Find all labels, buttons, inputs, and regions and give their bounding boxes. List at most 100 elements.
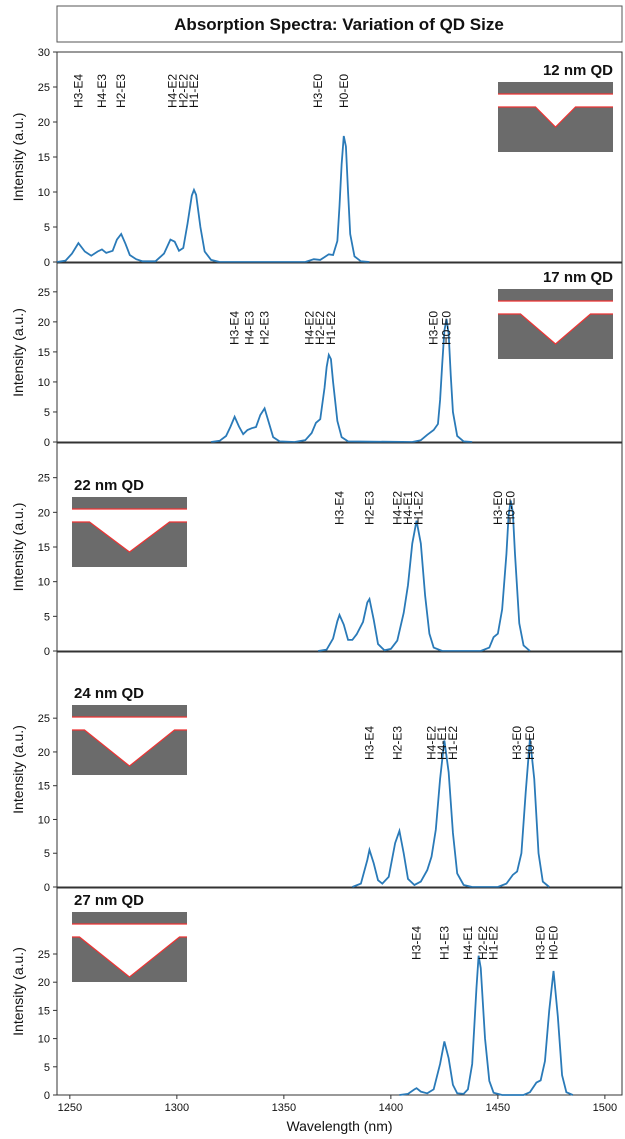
qd-size-label: 27 nm QD bbox=[74, 892, 144, 909]
y-axis-label: Intensity (a.u.) bbox=[10, 725, 26, 814]
peak-annotation: H4-E2 bbox=[166, 74, 180, 108]
peak-annotation: H3-E4 bbox=[410, 926, 424, 960]
inset-top-layer bbox=[72, 497, 187, 509]
y-tick-label: 25 bbox=[38, 949, 50, 961]
y-tick-label: 15 bbox=[38, 1005, 50, 1017]
inset-substrate bbox=[498, 314, 613, 359]
qd-size-label: 24 nm QD bbox=[74, 685, 144, 702]
peak-annotation: H4-E2 bbox=[303, 311, 317, 345]
y-tick-label: 5 bbox=[44, 611, 50, 623]
peak-annotation: H3-E4 bbox=[333, 491, 347, 525]
peak-annotation: H3-E0 bbox=[311, 74, 325, 108]
y-tick-label: 15 bbox=[38, 781, 50, 793]
y-tick-label: 20 bbox=[38, 317, 50, 329]
y-tick-label: 20 bbox=[38, 117, 50, 129]
inset-top-layer bbox=[72, 705, 187, 717]
peak-annotation: H1-E2 bbox=[487, 926, 501, 960]
peak-annotation: H3-E4 bbox=[362, 726, 376, 760]
y-tick-label: 0 bbox=[44, 646, 50, 658]
panel-frame bbox=[56, 262, 623, 443]
peak-annotation: H4-E1 bbox=[461, 926, 475, 960]
inset-substrate bbox=[72, 730, 187, 775]
y-tick-label: 5 bbox=[44, 222, 50, 234]
y-tick-label: 5 bbox=[44, 407, 50, 419]
peak-annotation: H2-E3 bbox=[258, 311, 272, 345]
qd-size-label: 12 nm QD bbox=[543, 62, 613, 79]
spectrum-line bbox=[317, 500, 531, 652]
peak-annotation: H2-E3 bbox=[362, 491, 376, 525]
panel-frame bbox=[56, 887, 623, 1096]
y-tick-label: 0 bbox=[44, 882, 50, 894]
y-axis-label: Intensity (a.u.) bbox=[10, 113, 26, 202]
peak-annotation: H1-E3 bbox=[437, 926, 451, 960]
y-tick-label: 25 bbox=[38, 82, 50, 94]
y-tick-label: 10 bbox=[38, 1034, 50, 1046]
inset-top-layer bbox=[498, 289, 613, 301]
x-tick-label: 1450 bbox=[486, 1102, 510, 1114]
y-tick-label: 20 bbox=[38, 977, 50, 989]
y-tick-label: 20 bbox=[38, 507, 50, 519]
spectrum-line bbox=[352, 738, 550, 888]
inset-top-layer bbox=[72, 912, 187, 924]
peak-annotation: H4-E1 bbox=[401, 491, 415, 525]
x-tick-label: 1350 bbox=[272, 1102, 296, 1114]
y-tick-label: 15 bbox=[38, 542, 50, 554]
peak-annotation: H3-E4 bbox=[228, 311, 242, 345]
x-tick-label: 1300 bbox=[165, 1102, 189, 1114]
peak-annotation: H2-E2 bbox=[176, 74, 190, 108]
inset-top-layer bbox=[498, 82, 613, 94]
panel-frame bbox=[56, 651, 623, 888]
y-tick-label: 5 bbox=[44, 848, 50, 860]
y-tick-label: 25 bbox=[38, 473, 50, 485]
spectrum-line bbox=[210, 318, 473, 443]
peak-annotation: H3-E4 bbox=[71, 74, 85, 108]
y-tick-label: 0 bbox=[44, 1090, 50, 1102]
x-tick-label: 1500 bbox=[593, 1102, 617, 1114]
y-tick-label: 15 bbox=[38, 347, 50, 359]
title-box bbox=[56, 5, 623, 43]
y-tick-label: 10 bbox=[38, 814, 50, 826]
peak-annotation: H2-E2 bbox=[313, 311, 327, 345]
peak-annotation: H0-E0 bbox=[547, 926, 561, 960]
inset-outline bbox=[498, 106, 613, 128]
y-tick-label: 30 bbox=[38, 47, 50, 59]
inset-outline bbox=[72, 729, 187, 767]
peak-annotation: H2-E3 bbox=[390, 726, 404, 760]
x-tick-label: 1400 bbox=[379, 1102, 403, 1114]
spectrum-line bbox=[399, 955, 574, 1096]
x-tick-label: 1250 bbox=[58, 1102, 82, 1114]
spectrum-line bbox=[56, 135, 370, 263]
y-tick-label: 10 bbox=[38, 187, 50, 199]
y-tick-label: 25 bbox=[38, 713, 50, 725]
peak-annotation: H3-E0 bbox=[491, 491, 505, 525]
inset-substrate bbox=[72, 522, 187, 567]
peak-annotation: H4-E2 bbox=[425, 726, 439, 760]
peak-annotation: H4-E1 bbox=[435, 726, 449, 760]
inset-substrate bbox=[72, 937, 187, 982]
y-tick-label: 5 bbox=[44, 1062, 50, 1074]
y-tick-label: 20 bbox=[38, 747, 50, 759]
peak-annotation: H1-E2 bbox=[446, 726, 460, 760]
y-tick-label: 10 bbox=[38, 377, 50, 389]
peak-annotation: H1-E2 bbox=[412, 491, 426, 525]
y-tick-label: 0 bbox=[44, 257, 50, 269]
peak-annotation: H4-E3 bbox=[95, 74, 109, 108]
peak-annotation: H3-E0 bbox=[510, 726, 524, 760]
peak-annotation: H2-E2 bbox=[476, 926, 490, 960]
figure-title: Absorption Spectra: Variation of QD Size bbox=[174, 15, 504, 34]
peak-annotation: H4-E3 bbox=[243, 311, 257, 345]
peak-annotation: H2-E3 bbox=[114, 74, 128, 108]
qd-size-label: 22 nm QD bbox=[74, 477, 144, 494]
inset-outline bbox=[498, 313, 613, 345]
y-axis-label: Intensity (a.u.) bbox=[10, 308, 26, 397]
peak-annotation: H3-E0 bbox=[534, 926, 548, 960]
y-tick-label: 25 bbox=[38, 287, 50, 299]
peak-annotation: H4-E2 bbox=[390, 491, 404, 525]
peak-annotation: H0-E0 bbox=[504, 491, 518, 525]
y-axis-label: Intensity (a.u.) bbox=[10, 503, 26, 592]
qd-size-label: 17 nm QD bbox=[543, 269, 613, 286]
inset-outline bbox=[72, 936, 187, 978]
peak-annotation: H0-E0 bbox=[523, 726, 537, 760]
y-tick-label: 0 bbox=[44, 437, 50, 449]
